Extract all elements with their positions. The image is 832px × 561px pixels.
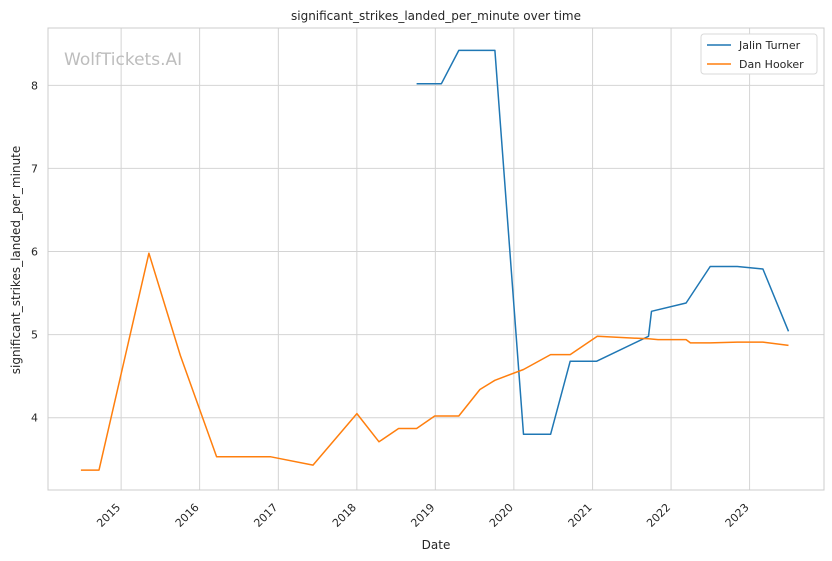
legend-label-dan-hooker: Dan Hooker xyxy=(739,58,804,71)
y-axis-ticks: 4 5 6 7 8 xyxy=(31,79,38,424)
watermark: WolfTickets.AI xyxy=(64,50,182,70)
y-axis-label: significant_strikes_landed_per_minute xyxy=(9,146,23,375)
y-tick-label: 4 xyxy=(31,412,38,425)
series-line-jalin-turner xyxy=(416,49,790,436)
y-tick-label: 6 xyxy=(31,246,38,259)
grid xyxy=(48,28,824,490)
chart-title: significant_strikes_landed_per_minute ov… xyxy=(291,9,581,23)
x-axis-label: Date xyxy=(422,538,451,552)
legend: Jalin Turner Dan Hooker xyxy=(700,33,818,75)
y-tick-label: 5 xyxy=(31,329,38,342)
plot-frame xyxy=(47,27,825,491)
series-line-dan-hooker xyxy=(80,252,789,471)
y-tick-label: 8 xyxy=(31,79,38,92)
series-lines xyxy=(80,49,790,471)
legend-label-jalin-turner: Jalin Turner xyxy=(738,39,801,52)
y-tick-label: 7 xyxy=(31,162,38,175)
